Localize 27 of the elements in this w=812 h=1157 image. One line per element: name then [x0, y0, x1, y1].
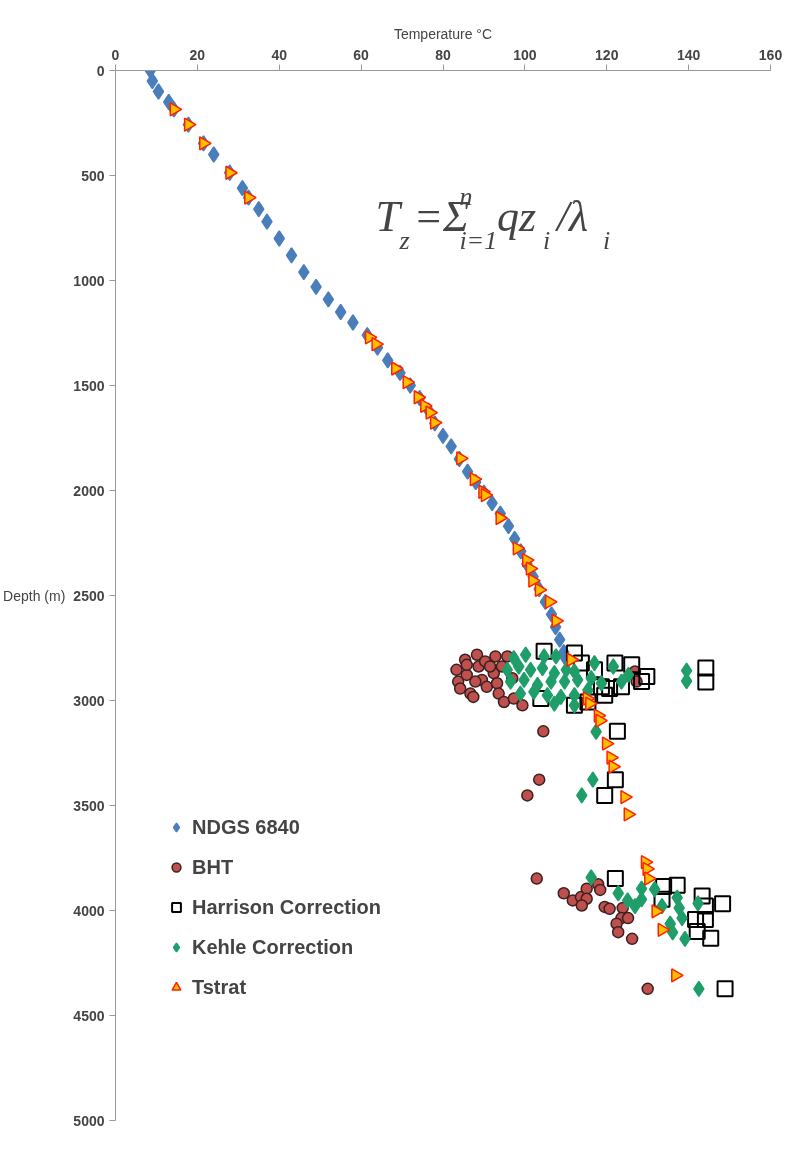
- x-tick-label: 20: [189, 46, 206, 63]
- legend-label: BHT: [192, 854, 234, 880]
- legend-label: Kehle Correction: [192, 934, 354, 960]
- x-tick-label: 80: [435, 46, 451, 63]
- legend-label: Tstrat: [192, 974, 247, 1000]
- y-tick-label: 3500: [73, 797, 105, 814]
- y-tick-label: 4500: [73, 1007, 105, 1024]
- x-tick-label: 140: [676, 46, 701, 63]
- x-axis-title: Temperature °C: [393, 25, 493, 42]
- y-tick-label: 4000: [73, 902, 105, 919]
- y-tick-label: 1500: [73, 377, 105, 394]
- y-tick-label: 1000: [73, 272, 105, 289]
- x-tick-label: 160: [758, 46, 783, 63]
- y-tick-label: 2000: [73, 482, 105, 499]
- y-tick-label: 500: [81, 167, 105, 184]
- x-tick-label: 0: [111, 46, 120, 63]
- y-tick-label: 0: [96, 62, 105, 79]
- legend-label: NDGS 6840: [192, 814, 300, 840]
- x-tick-label: 40: [271, 46, 288, 63]
- legend-label: Harrison Correction: [192, 894, 381, 920]
- y-tick-label: 2500: [73, 587, 105, 604]
- y-tick-label: 5000: [73, 1112, 105, 1129]
- y-axis-title: Depth (m): [3, 587, 66, 604]
- x-tick-label: 60: [353, 46, 370, 63]
- x-tick-label: 120: [595, 46, 619, 63]
- y-tick-label: 3000: [73, 692, 105, 709]
- x-tick-label: 100: [513, 46, 537, 63]
